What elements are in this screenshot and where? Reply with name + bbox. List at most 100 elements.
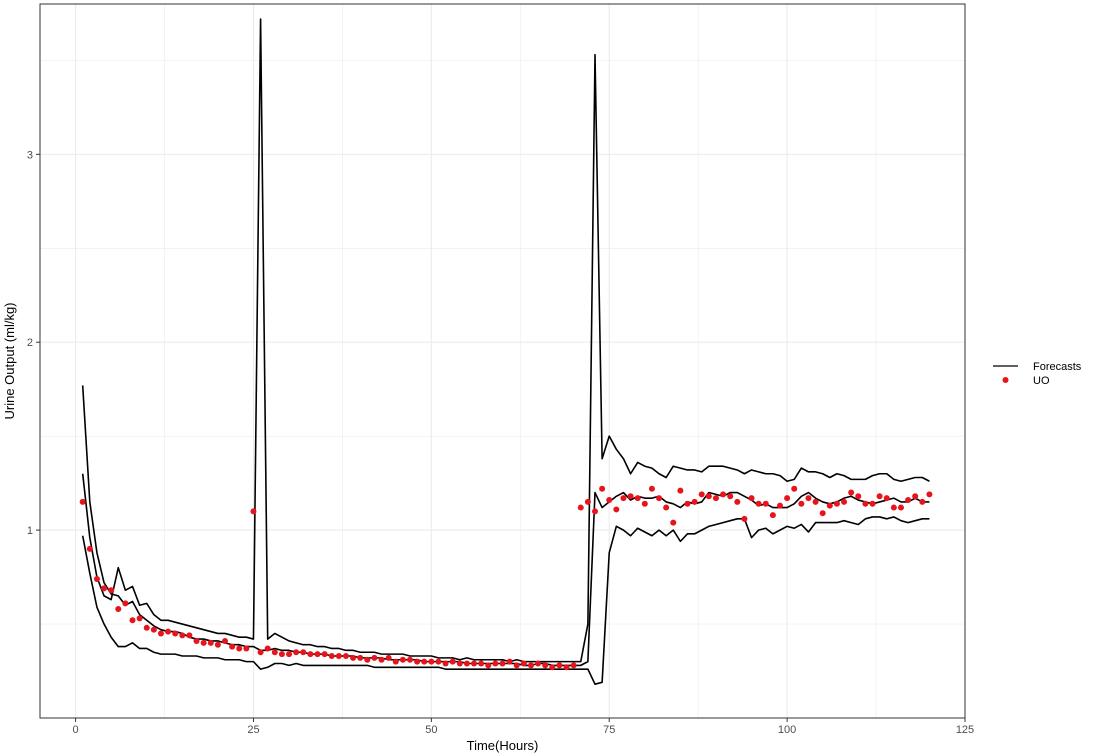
uo-point: [271, 649, 278, 656]
uo-point: [136, 615, 143, 622]
uo-point: [883, 495, 890, 502]
uo-point: [357, 654, 364, 661]
uo-point: [378, 656, 385, 663]
uo-point: [712, 495, 719, 502]
uo-point: [691, 498, 698, 505]
uo-point: [613, 506, 620, 513]
uo-point: [143, 624, 150, 631]
uo-point: [207, 639, 214, 646]
uo-point: [186, 632, 193, 639]
uo-point: [492, 660, 499, 667]
uo-point: [122, 600, 129, 607]
uo-point: [435, 658, 442, 665]
uo-point: [165, 628, 172, 635]
axes: 0 25 50 75 100 125 1 2 3: [27, 149, 974, 736]
uo-point: [542, 662, 549, 669]
x-axis-title: Time(Hours): [467, 738, 539, 753]
uo-point: [257, 649, 264, 656]
uo-point: [905, 497, 912, 504]
legend-label: Forecasts: [1033, 361, 1082, 373]
uo-point: [755, 500, 762, 507]
uo-point: [592, 508, 598, 515]
forecast-line-1: [81, 18, 930, 663]
uo-point: [634, 495, 641, 502]
uo-point: [648, 485, 655, 492]
uo-point: [414, 658, 421, 665]
forecast-line-3: [81, 516, 930, 685]
x-tick-label: 75: [603, 724, 615, 736]
uo-point: [229, 643, 236, 650]
uo-point: [520, 660, 527, 667]
uo-point: [499, 660, 506, 667]
uo-point: [342, 652, 349, 659]
uo-point: [777, 502, 783, 509]
uo-point: [912, 493, 919, 500]
uo-point: [769, 512, 776, 519]
uo-point: [627, 493, 634, 500]
uo-point: [897, 504, 904, 511]
uo-point: [584, 498, 591, 505]
x-tick-label: 25: [247, 724, 259, 736]
uo-point: [250, 508, 257, 515]
uo-point: [641, 500, 648, 507]
uo-point: [485, 662, 492, 669]
uo-point: [798, 500, 805, 507]
uo-point: [876, 493, 883, 500]
uo-point: [720, 491, 727, 498]
uo-point: [841, 498, 848, 505]
uo-point: [919, 498, 926, 505]
uo-point: [599, 485, 606, 492]
forecast-series-lines: [81, 18, 930, 685]
legend-label: UO: [1033, 375, 1050, 387]
uo-point: [129, 617, 136, 624]
uo-point: [926, 491, 933, 498]
uo-point: [684, 500, 691, 507]
uo-point: [364, 656, 371, 663]
uo-point: [200, 639, 207, 646]
uo-point: [278, 651, 285, 658]
x-tick-label: 125: [956, 724, 974, 736]
uo-point: [86, 545, 93, 552]
uo-point: [314, 651, 321, 658]
uo-point: [727, 493, 734, 500]
uo-point: [193, 637, 200, 644]
uo-point: [848, 489, 855, 496]
uo-point: [549, 664, 556, 671]
uo-point: [506, 658, 513, 665]
uo-point: [421, 658, 428, 665]
uo-point: [243, 645, 250, 652]
uo-point: [79, 498, 86, 505]
uo-point: [335, 652, 342, 659]
uo-point: [805, 495, 812, 502]
uo-point: [449, 658, 456, 665]
uo-point: [157, 630, 164, 637]
uo-point: [698, 491, 705, 498]
uo-point: [108, 587, 115, 594]
x-tick-label: 0: [73, 724, 79, 736]
uo-point: [399, 656, 406, 663]
uo-point: [307, 651, 314, 658]
y-axis-title: Urine Output (ml/kg): [2, 302, 17, 419]
plot-panel-border: [39, 3, 966, 719]
uo-point: [741, 515, 748, 522]
uo-point: [748, 495, 755, 502]
uo-points: [79, 485, 933, 671]
uo-point: [463, 660, 470, 667]
uo-point: [869, 500, 876, 507]
uo-point: [862, 500, 869, 507]
uo-point: [385, 654, 392, 661]
uo-point: [791, 485, 798, 492]
uo-point: [577, 504, 584, 511]
uo-point: [762, 500, 769, 507]
uo-point: [293, 649, 300, 656]
uo-point: [392, 658, 399, 665]
y-tick-label: 3: [27, 149, 33, 161]
uo-point: [115, 606, 122, 613]
uo-point: [442, 660, 449, 667]
uo-point: [172, 630, 179, 637]
uo-point: [286, 651, 293, 658]
uo-point: [214, 641, 221, 648]
y-tick-label: 2: [27, 337, 33, 349]
uo-point: [328, 652, 335, 659]
